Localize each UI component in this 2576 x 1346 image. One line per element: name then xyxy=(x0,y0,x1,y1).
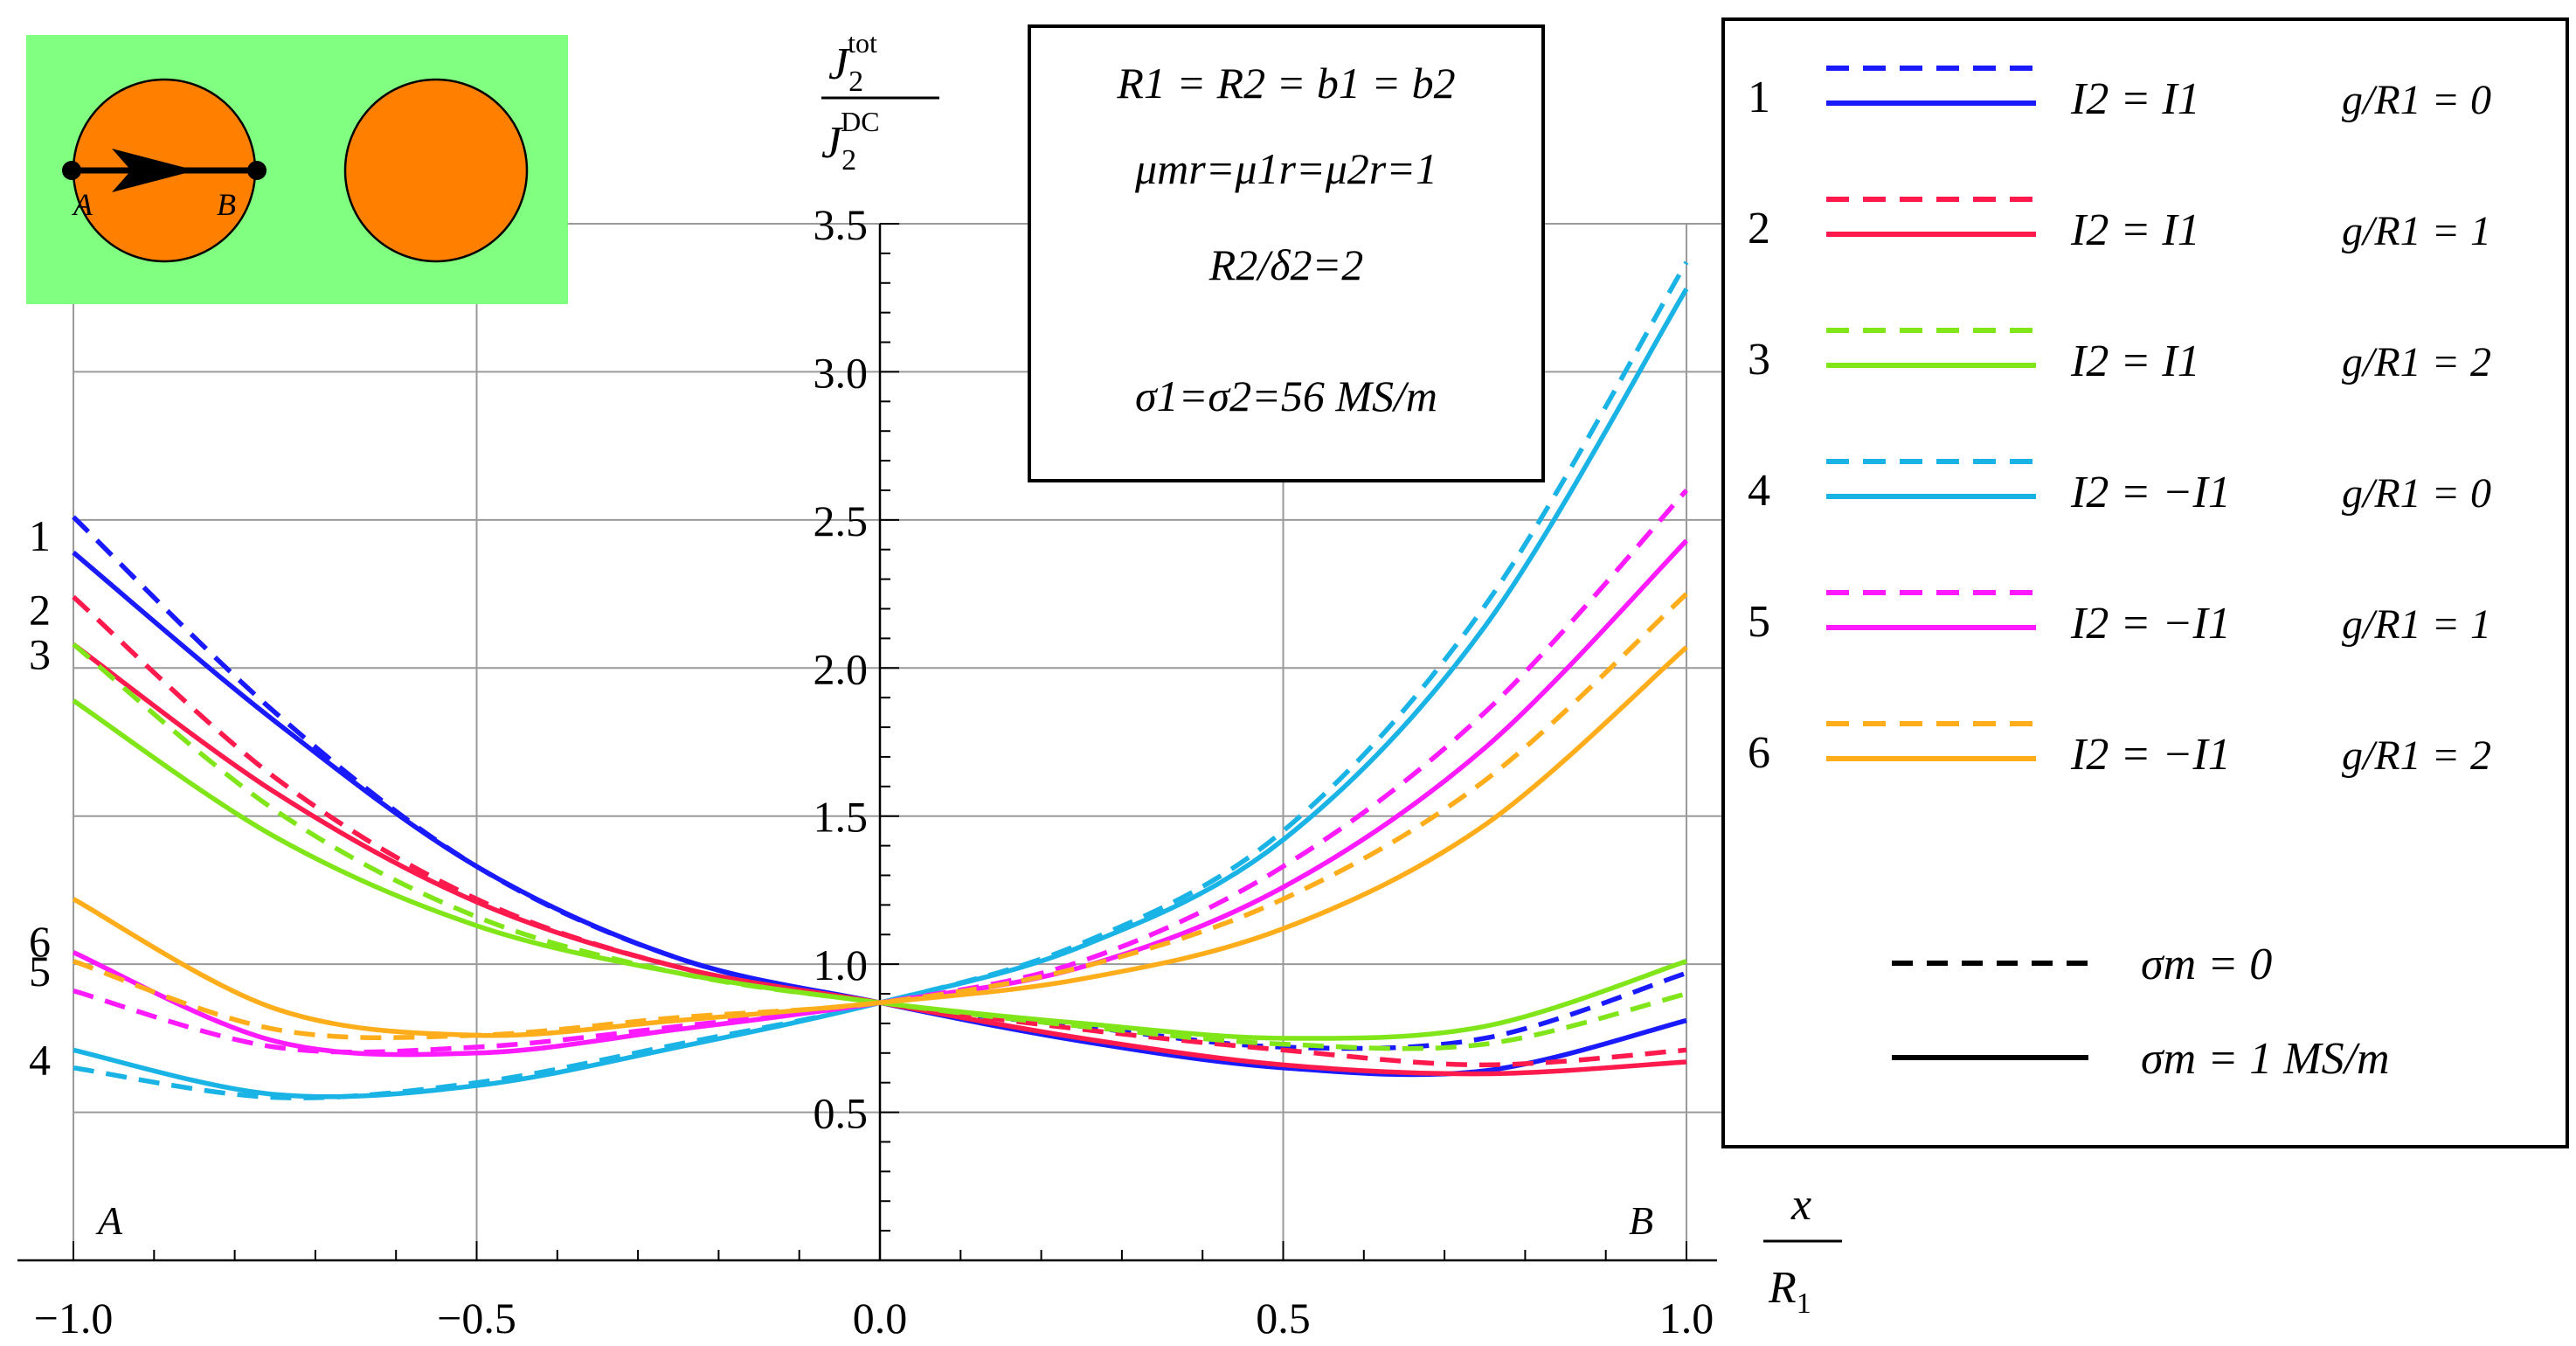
legend: 1 I2 = I1 g/R1 = 0 2 I2 = I1 g/R1 = 1 3 I2 = I1… xyxy=(1721,17,2569,1148)
x-label-den-base: R xyxy=(1768,1263,1797,1313)
y-tick-label: 3.5 xyxy=(814,200,869,249)
legend-current: I2 = I1 xyxy=(2070,74,2200,124)
left-curve-label: 3 xyxy=(29,629,51,678)
info-line-3: R2/δ2=2 xyxy=(1208,240,1363,289)
legend-number: 6 xyxy=(1748,728,1770,778)
point-a-dot xyxy=(62,161,81,180)
legend-number: 5 xyxy=(1748,597,1770,647)
left-curve-label: 4 xyxy=(29,1036,51,1085)
x-tick-label: 0.5 xyxy=(1256,1294,1311,1343)
right-conductor xyxy=(343,78,529,263)
inset-diagram: A B xyxy=(26,35,568,304)
y-tick-label: 0.5 xyxy=(814,1089,869,1138)
series-2-dashed xyxy=(72,594,1687,1068)
svg-text:J2tot: J2 tot xyxy=(828,27,877,98)
legend-style-solid-label: σm = 1 MS/m xyxy=(2141,1034,2390,1084)
legend-style-dashed-label: σm = 0 xyxy=(2141,940,2272,989)
legend-ratio: g/R1 = 0 xyxy=(2342,77,2491,123)
x-tick-label: −0.5 xyxy=(437,1294,516,1343)
series-6-solid xyxy=(72,645,1688,1038)
y-tick-label: 2.0 xyxy=(814,644,869,693)
left-curve-label: 2 xyxy=(29,586,51,635)
series-4-solid xyxy=(73,288,1689,1100)
svg-text:J2DC: J2 DC xyxy=(821,106,880,177)
y-label-den-sup: DC xyxy=(841,106,879,137)
info-box: R1 = R2 = b1 = b2 μmr=μ1r=μ2r=1 R2/δ2=2 … xyxy=(1028,24,1545,482)
y-label-den-sub: 2 xyxy=(841,144,856,177)
x-tick-label: 1.0 xyxy=(1659,1294,1714,1343)
info-line-2: μmr=μ1r=μ2r=1 xyxy=(1134,144,1437,193)
y-label-num-sup: tot xyxy=(848,27,877,59)
arrow-icon xyxy=(112,149,196,192)
legend-number: 3 xyxy=(1748,335,1770,385)
legend-current: I2 = I1 xyxy=(2070,336,2200,386)
left-curve-label: 1 xyxy=(29,511,51,560)
legend-ratio: g/R1 = 1 xyxy=(2342,208,2491,254)
svg-text:R1: R1 xyxy=(1768,1263,1811,1320)
legend-current: I2 = −I1 xyxy=(2070,468,2231,517)
inset-label-a: A xyxy=(72,187,93,222)
plot-label-b: B xyxy=(1629,1198,1653,1243)
y-label-den-base: J xyxy=(821,118,844,168)
left-curve-label: 5 xyxy=(29,947,51,996)
y-axis-label: J2tot J2DC xyxy=(821,27,939,177)
y-label-num-sub: 2 xyxy=(848,66,863,98)
legend-current: I2 = −I1 xyxy=(2070,599,2231,649)
left-curve-label: 6 xyxy=(29,917,51,966)
legend-current: I2 = −I1 xyxy=(2070,730,2231,780)
ticks xyxy=(73,223,1687,1260)
legend-number: 1 xyxy=(1748,73,1770,122)
series-6-dashed xyxy=(73,592,1688,1040)
legend-ratio: g/R1 = 1 xyxy=(2342,601,2491,648)
x-axis-label: x R1 xyxy=(1763,1180,1842,1320)
x-tick-label: 0.0 xyxy=(853,1294,908,1343)
legend-number: 4 xyxy=(1748,466,1770,516)
inset-label-b: B xyxy=(217,187,236,222)
x-label-den-sub: 1 xyxy=(1797,1287,1811,1320)
legend-ratio: g/R1 = 2 xyxy=(2342,339,2491,385)
legend-current: I2 = I1 xyxy=(2070,205,2200,255)
plot-label-a: A xyxy=(95,1198,123,1243)
x-tick-label: −1.0 xyxy=(34,1294,114,1343)
labels: −1.0 −0.5 0.0 0.5 1.0 0.5 1.0 1.5 2.0 2.5 3.0 3.5 1 2… xyxy=(29,200,1714,1343)
y-tick-label: 2.5 xyxy=(814,496,869,545)
point-b-dot xyxy=(247,161,267,180)
legend-number: 2 xyxy=(1748,204,1770,253)
series-group xyxy=(72,260,1689,1100)
y-label-num-base: J xyxy=(828,39,851,89)
y-tick-label: 1.5 xyxy=(814,793,869,842)
x-label-num: x xyxy=(1790,1180,1811,1230)
legend-ratio: g/R1 = 2 xyxy=(2342,732,2491,779)
info-line-1: R1 = R2 = b1 = b2 xyxy=(1116,59,1455,108)
info-line-4: σ1=σ2=56 MS/m xyxy=(1135,371,1437,420)
axes xyxy=(17,224,1717,1262)
y-tick-label: 1.0 xyxy=(814,940,869,989)
y-tick-label: 3.0 xyxy=(814,348,869,397)
legend-ratio: g/R1 = 0 xyxy=(2342,470,2491,517)
